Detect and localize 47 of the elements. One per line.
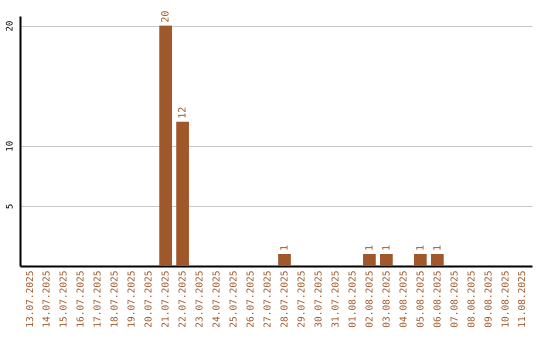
data-label: 1 bbox=[279, 244, 290, 251]
bar bbox=[363, 254, 376, 266]
x-tick-label: 21.07.2025 bbox=[160, 270, 172, 328]
x-tick-label: 27.07.2025 bbox=[262, 270, 274, 328]
x-tick-label: 11.08.2025 bbox=[517, 270, 528, 328]
data-label: 1 bbox=[432, 244, 444, 251]
bar bbox=[414, 254, 427, 266]
x-tick-label: 08.08.2025 bbox=[466, 270, 478, 328]
data-label: 1 bbox=[415, 244, 426, 251]
x-tick-label: 03.08.2025 bbox=[381, 270, 392, 328]
x-tick-label: 24.07.2025 bbox=[212, 270, 223, 328]
x-tick-label: 22.07.2025 bbox=[178, 270, 189, 328]
data-label: 1 bbox=[381, 244, 392, 251]
x-tick-label: 30.07.2025 bbox=[313, 270, 324, 328]
x-tick-label: 10.08.2025 bbox=[500, 270, 512, 328]
x-tick-label: 13.07.2025 bbox=[24, 270, 36, 328]
x-tick-label: 06.08.2025 bbox=[432, 270, 444, 328]
bar bbox=[380, 254, 393, 266]
y-tick-label: 5 bbox=[6, 204, 16, 210]
x-tick-label: 18.07.2025 bbox=[110, 270, 121, 328]
bar bbox=[430, 254, 444, 266]
x-tick-label: 20.07.2025 bbox=[144, 270, 155, 328]
x-tick-label: 26.07.2025 bbox=[246, 270, 257, 328]
x-tick-label: 16.07.2025 bbox=[76, 270, 87, 328]
data-label: 1 bbox=[364, 244, 376, 251]
x-tick-label: 29.07.2025 bbox=[296, 270, 308, 328]
bar bbox=[278, 254, 291, 266]
x-tick-label: 04.08.2025 bbox=[398, 270, 410, 328]
y-tick-label: 20 bbox=[6, 20, 16, 32]
bar bbox=[176, 122, 189, 266]
x-tick-label: 31.07.2025 bbox=[330, 270, 342, 328]
x-tick-label: 05.08.2025 bbox=[415, 270, 426, 328]
x-tick-label: 15.07.2025 bbox=[58, 270, 70, 328]
data-label: 12 bbox=[178, 106, 189, 119]
x-tick-label: 07.08.2025 bbox=[449, 270, 460, 328]
x-tick-label: 14.07.2025 bbox=[42, 270, 53, 328]
x-tick-label: 25.07.2025 bbox=[228, 270, 240, 328]
bar bbox=[159, 26, 172, 266]
data-label: 20 bbox=[160, 10, 172, 23]
x-tick-label: 19.07.2025 bbox=[126, 270, 138, 328]
x-tick-label: 23.07.2025 bbox=[194, 270, 206, 328]
x-tick-label: 02.08.2025 bbox=[364, 270, 376, 328]
x-tick-label: 09.08.2025 bbox=[483, 270, 494, 328]
x-tick-label: 01.08.2025 bbox=[347, 270, 358, 328]
x-tick-label: 17.07.2025 bbox=[92, 270, 104, 328]
x-tick-label: 28.07.2025 bbox=[279, 270, 290, 328]
y-tick-label: 10 bbox=[6, 140, 16, 152]
